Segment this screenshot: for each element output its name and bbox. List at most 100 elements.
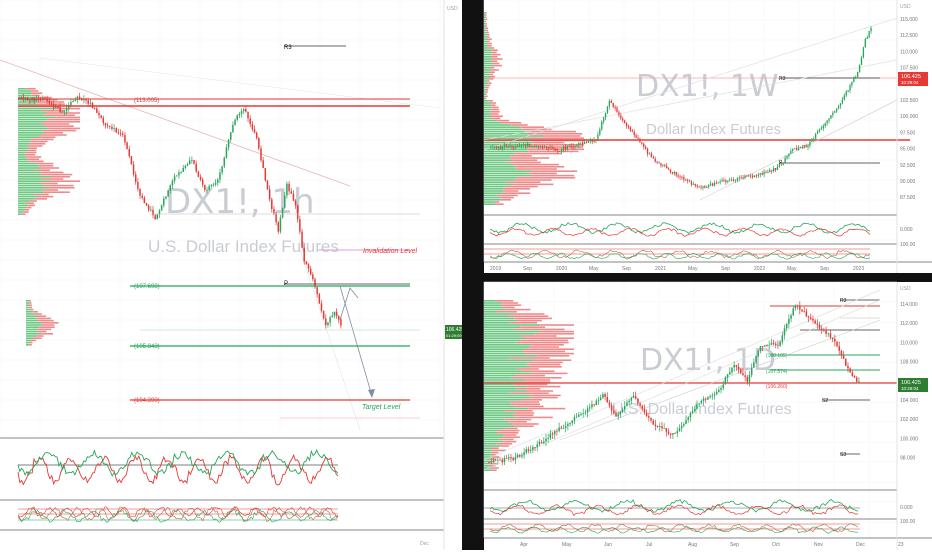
weekly-profile-upper-bar-up [484, 31, 487, 34]
daily-candle [599, 397, 602, 401]
bottom-right-panel[interactable]: DX1!, 1D U.S. Dollar Index Futures R3 S2… [483, 281, 932, 550]
daily-candle [788, 318, 790, 324]
daily-trend2 [483, 299, 881, 471]
daily-profile-bar-down [526, 385, 561, 388]
weekly-candle [555, 148, 557, 151]
daily-candle [654, 424, 657, 427]
left-candle [39, 99, 42, 101]
left-panel[interactable]: DX1!, 1h U.S. Dollar Index Futures (113.… [0, 0, 464, 550]
left-ind2-wave1 [17, 505, 339, 523]
weekly-x-tick: Sep [523, 266, 532, 272]
daily-candle [799, 305, 801, 310]
daily-candle [770, 343, 773, 345]
daily-candle [641, 405, 644, 409]
weekly-candle [799, 147, 802, 149]
weekly-profile-upper-bar-down [485, 20, 487, 23]
weekly-profile-upper-bar-up [484, 40, 487, 43]
weekly-candle [784, 158, 786, 163]
left-profile-bar-up [18, 162, 36, 165]
left-candle [230, 132, 232, 140]
target-level-label: Target Level [362, 404, 401, 411]
weekly-profile-bar-down [491, 106, 499, 109]
left-candle [22, 96, 25, 100]
left-candle [98, 112, 100, 116]
daily-candle [823, 329, 825, 331]
weekly-profile-upper-bar-down [487, 80, 490, 82]
weekly-x-tick: 2021 [655, 266, 666, 272]
weekly-profile-upper-bar-up [484, 25, 486, 27]
left-profile-bar-down [23, 211, 29, 213]
daily-candle [508, 457, 510, 459]
left-candle [191, 160, 193, 161]
weekly-profile-upper-bar-up [484, 38, 489, 40]
left-candle [225, 147, 228, 158]
daily-candle [512, 458, 514, 461]
daily-profile-bar-down [502, 302, 518, 304]
daily-candle [595, 400, 598, 405]
weekly-profile-upper-bar-down [488, 78, 494, 80]
weekly-profile-upper-bar-down [492, 51, 497, 54]
daily-candle [571, 420, 574, 423]
top-right-panel[interactable]: DX1!, 1W Dollar Index Futures R3 P USD 1… [483, 0, 932, 273]
weekly-candle [622, 118, 624, 121]
daily-profile-bar-up [484, 451, 491, 454]
left-candle [111, 126, 113, 129]
weekly-profile-bar-down [489, 113, 499, 115]
weekly-candle [633, 131, 635, 136]
left-profile-lower-bar-down [29, 308, 34, 311]
daily-candle [540, 441, 543, 444]
left-candle [331, 315, 334, 318]
daily-level-3: (106.260) [766, 384, 788, 390]
left-p-label: P [284, 281, 288, 287]
weekly-candle [599, 129, 601, 135]
left-candle [193, 160, 195, 164]
left-profile-bar-up [18, 176, 52, 178]
daily-candle [678, 428, 681, 431]
daily-candle [722, 384, 725, 389]
daily-profile-bar-down [514, 317, 552, 320]
weekly-candle [803, 145, 805, 148]
weekly-profile-upper-bar-up [484, 36, 487, 38]
weekly-candle [839, 103, 842, 107]
daily-profile-bar-down [539, 324, 574, 326]
daily-candle [764, 345, 766, 347]
weekly-candle [618, 112, 620, 116]
daily-candle [569, 422, 571, 425]
weekly-candle [515, 146, 517, 148]
left-candle [93, 108, 96, 109]
daily-profile-bar-up [484, 460, 490, 463]
daily-profile-bar-down [525, 337, 574, 339]
daily-profile-bar-down [512, 423, 539, 425]
weekly-profile-bar-down [532, 170, 578, 172]
left-profile-bar-down [51, 176, 71, 178]
daily-y-tick: 104.000 [900, 398, 918, 404]
left-profile-bar-up [18, 209, 25, 211]
weekly-profile-upper-bar-up [484, 73, 490, 76]
daily-profile-bar-down [504, 410, 533, 412]
weekly-candle [499, 146, 502, 149]
weekly-candle [778, 164, 781, 167]
daily-x-tick: 23 [898, 542, 904, 548]
left-profile-bar-down [30, 143, 46, 145]
weekly-candle [669, 169, 672, 173]
weekly-y-tick: 112.500 [900, 33, 918, 39]
left-profile-lower-bar-down [37, 328, 52, 331]
daily-candle [779, 341, 781, 346]
daily-candle [580, 413, 582, 415]
left-profile-bar-down [48, 127, 80, 130]
daily-candle [505, 458, 508, 459]
left-profile-bar-up [18, 195, 40, 198]
daily-profile-bar-up [484, 410, 505, 412]
daily-candle [746, 376, 749, 382]
daily-profile-bar-up [484, 352, 526, 355]
left-candle [50, 103, 53, 105]
daily-s3-label: S3 [840, 452, 846, 458]
weekly-candle [497, 146, 500, 148]
weekly-profile-bar-up [484, 190, 504, 192]
weekly-candle [539, 146, 542, 148]
weekly-candle [664, 165, 666, 167]
weekly-profile-upper-bar-up [484, 27, 486, 29]
daily-profile-bar-down [503, 440, 517, 443]
daily-candles [488, 301, 860, 466]
daily-profile-bar-up [484, 390, 528, 392]
